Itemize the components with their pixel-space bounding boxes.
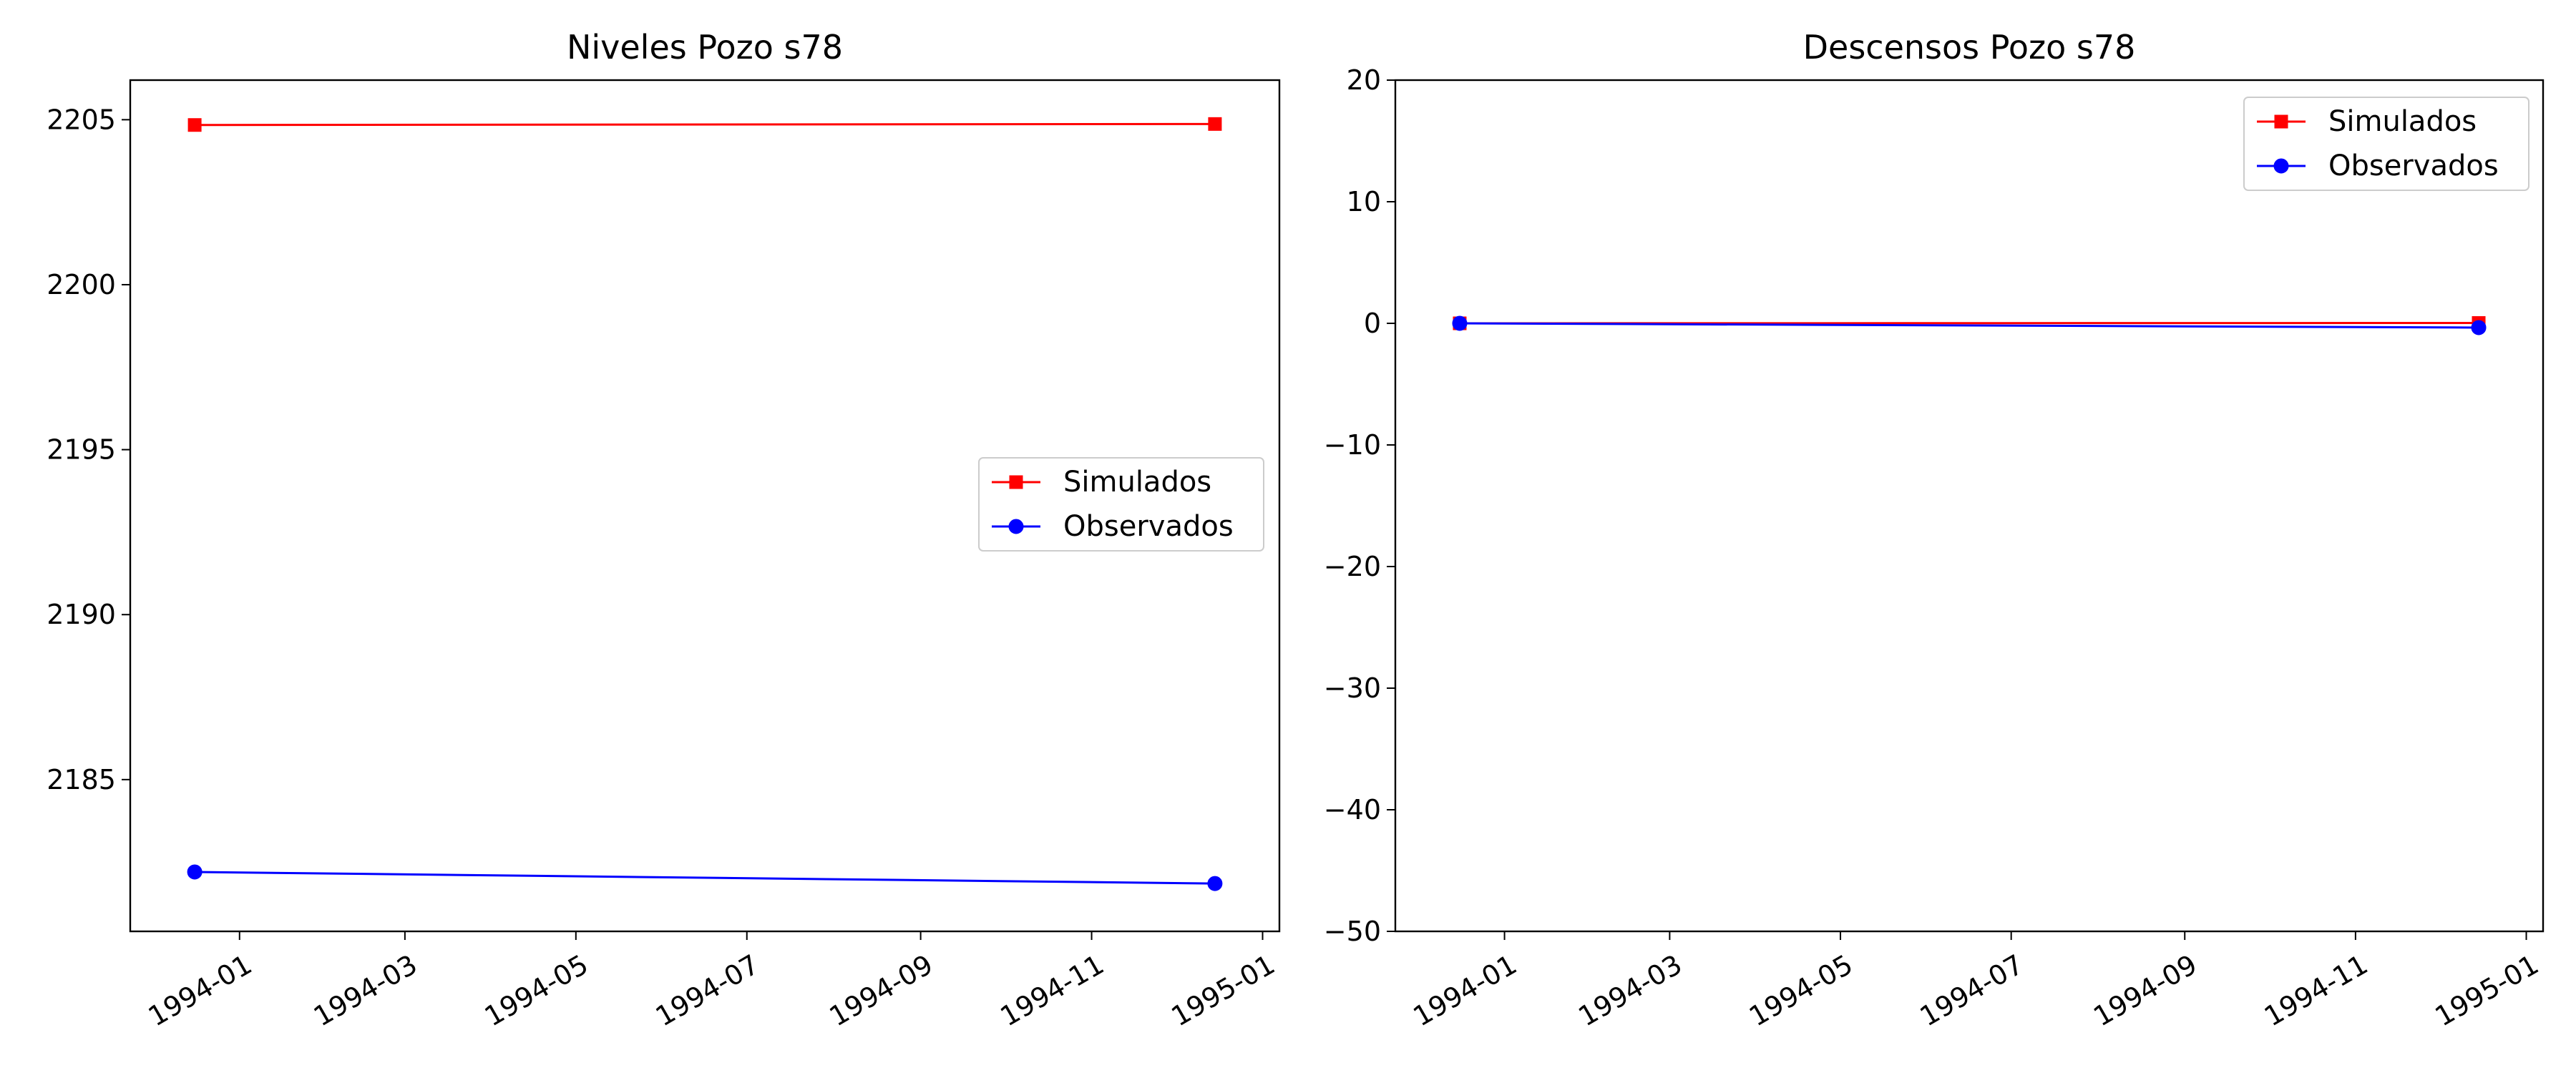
data-point-simulados: [1208, 117, 1222, 131]
y-tick-label: 2195: [47, 434, 116, 466]
x-tick-label: 1994-09: [2088, 949, 2202, 1032]
y-tick-label: −50: [1324, 916, 1381, 947]
x-tick-label: 1994-05: [479, 949, 594, 1032]
x-tick-label: 1994-03: [308, 949, 423, 1032]
legend-marker-simulados: [2274, 114, 2288, 129]
y-tick-label: 20: [1347, 64, 1381, 96]
y-tick-label: 2200: [47, 269, 116, 300]
data-point-observados: [187, 864, 203, 880]
legend-marker-simulados: [1009, 475, 1023, 489]
x-tick-label: 1994-07: [1915, 949, 2029, 1032]
axes-frame: [1394, 79, 2545, 933]
x-tick-label: 1995-01: [1166, 949, 1280, 1032]
legend-marker-observados: [2273, 158, 2289, 174]
series-line-observados: [195, 871, 1215, 885]
legend-label: Simulados: [1063, 466, 1211, 499]
legend: Simulados Observados: [2243, 97, 2529, 191]
y-tick-label: 2205: [47, 104, 116, 135]
data-point-simulados: [187, 118, 202, 132]
data-point-observados: [2471, 320, 2487, 335]
x-tick-label: 1994-11: [2259, 949, 2373, 1032]
axes-frame: [129, 79, 1281, 933]
y-tick-label: −20: [1324, 551, 1381, 582]
chart-panel-1: Niveles Pozo s78 1994-01 1994-03 1994-05 199…: [47, 28, 1281, 1032]
legend: Simulados Observados: [978, 457, 1264, 552]
x-tick-label: 1994-05: [1744, 949, 1858, 1032]
data-point-observados: [1452, 315, 1468, 331]
legend-box: [2243, 97, 2529, 191]
chart-title: Niveles Pozo s78: [567, 28, 843, 67]
legend-label: Observados: [2328, 150, 2499, 182]
x-tick-label: 1994-11: [995, 949, 1110, 1032]
legend-label: Simulados: [2328, 105, 2477, 138]
y-tick-label: −40: [1324, 794, 1381, 825]
x-tick-label: 1994-09: [824, 949, 939, 1032]
y-tick-label: 10: [1347, 186, 1381, 217]
series-line-observados: [1459, 322, 2479, 329]
y-tick-label: 0: [1364, 308, 1381, 339]
y-tick-label: −10: [1324, 429, 1381, 461]
legend-box: [978, 457, 1264, 552]
x-tick-label: 1994-01: [143, 949, 258, 1032]
x-tick-label: 1995-01: [2430, 949, 2545, 1032]
chart-panel-2: Descensos Pozo s78 1994-01 1994-03 1994-05 1…: [1324, 28, 2545, 1032]
chart-title: Descensos Pozo s78: [1803, 28, 2136, 67]
x-tick-label: 1994-01: [1408, 949, 1523, 1032]
legend-marker-observados: [1008, 519, 1024, 534]
y-tick-label: 2190: [47, 599, 116, 630]
x-tick-label: 1994-03: [1573, 949, 1687, 1032]
data-point-observados: [1207, 876, 1223, 891]
y-tick-label: −30: [1324, 672, 1381, 704]
x-tick-label: 1994-07: [650, 949, 765, 1032]
legend-label: Observados: [1063, 510, 1234, 543]
y-tick-label: 2185: [47, 764, 116, 795]
